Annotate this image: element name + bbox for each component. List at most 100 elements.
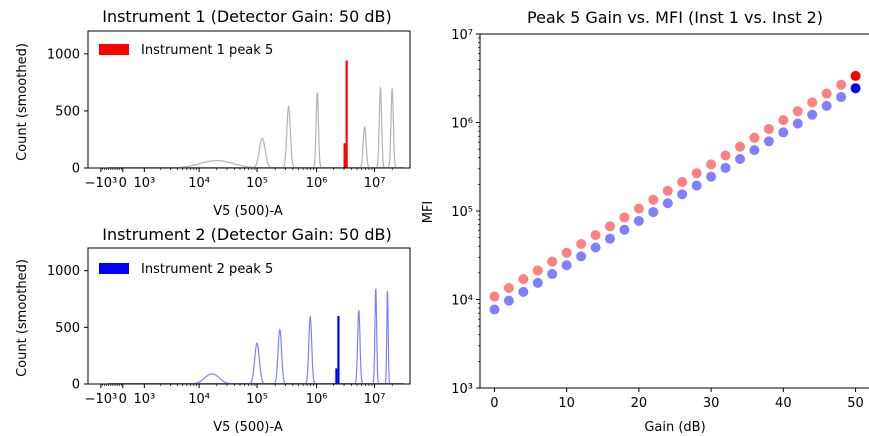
red-point: [547, 256, 558, 267]
blue-point: [836, 92, 847, 103]
legend: Instrument 1 peak 5: [99, 43, 273, 58]
red-point: [605, 221, 615, 232]
background-peak: [249, 342, 265, 385]
red-point: [532, 265, 543, 276]
red-point: [720, 150, 731, 161]
histogram-marks: [108, 288, 404, 385]
red-point: [836, 79, 847, 90]
y-tick-label: 10⁷: [451, 28, 473, 43]
blue-point: [518, 286, 529, 297]
y-tick-label: 0: [72, 162, 80, 177]
y-tick-label: 1000: [47, 264, 80, 279]
background-peak: [376, 86, 385, 168]
highlight-peak-shoulder: [335, 368, 338, 384]
background-peak: [282, 104, 295, 168]
blue-point: [792, 118, 803, 129]
red-point: [821, 88, 832, 99]
red-point: [807, 97, 818, 108]
red-point: [561, 247, 572, 258]
x-tick-label: 10⁶: [306, 392, 328, 407]
red-point: [749, 132, 760, 143]
blue-point: [662, 198, 673, 209]
background-peak: [305, 315, 316, 384]
blue-point: [749, 145, 760, 156]
red-point: [691, 168, 702, 179]
highlight-peak-bar: [345, 60, 348, 168]
x-tick-label: 10: [558, 396, 575, 411]
blue-point: [720, 162, 731, 173]
x-tick-label: 10⁶: [306, 176, 328, 191]
blue-point: [503, 295, 514, 306]
y-tick-label: 10⁵: [451, 205, 473, 220]
background-peak: [190, 373, 234, 385]
x-ticks: −10³ 0 10³ 10⁴ 10⁵ 10⁶ 10⁷: [85, 168, 393, 191]
x-ticks: 0 10 20 30 40 50: [490, 388, 864, 411]
chart-title: Instrument 1 (Detector Gain: 50 dB): [102, 7, 392, 26]
red-point: [706, 159, 717, 170]
blue-point: [590, 242, 601, 253]
y-axis-label: MFI: [421, 201, 436, 224]
y-tick-label: 0: [72, 378, 80, 393]
histogram-marks: [108, 60, 404, 169]
x-tick-label: 0: [119, 392, 127, 407]
histogram-instrument-2: Instrument 2 (Detector Gain: 50 dB) Coun…: [15, 225, 411, 435]
background-peak: [274, 328, 286, 384]
y-tick-label: 500: [55, 104, 80, 119]
y-ticks: 10³ 10⁴ 10⁵ 10⁶ 10⁷: [451, 28, 480, 397]
background-peak: [372, 288, 379, 384]
x-tick-label: −10³: [85, 176, 118, 191]
background-peak: [384, 290, 391, 384]
blue-point: [778, 127, 789, 138]
x-tick-label: 10⁴: [188, 392, 210, 407]
x-tick-label: 0: [490, 396, 498, 411]
background-peak: [354, 310, 363, 384]
blue-point: [619, 224, 630, 235]
red-point: [576, 238, 587, 249]
blue-point: [547, 269, 558, 280]
red-point: [763, 123, 774, 134]
blue-point: [576, 251, 587, 262]
x-tick-label: 30: [703, 396, 720, 411]
legend-label: Instrument 1 peak 5: [141, 43, 273, 58]
blue-point: [735, 153, 745, 164]
red-point: [619, 212, 630, 223]
blue-point: [605, 233, 615, 244]
x-tick-label: 10⁴: [188, 176, 210, 191]
legend-label: Instrument 2 peak 5: [141, 262, 273, 277]
highlight-peak-bar: [337, 316, 340, 384]
x-tick-label: 50: [847, 396, 864, 411]
x-axis-label: Gain (dB): [644, 420, 705, 435]
y-axis-label: Count (smoothed): [15, 43, 30, 161]
x-tick-label: 10⁵: [246, 176, 268, 191]
chart-title: Instrument 2 (Detector Gain: 50 dB): [102, 225, 392, 244]
legend: Instrument 2 peak 5: [99, 262, 273, 277]
histogram-instrument-1: Instrument 1 (Detector Gain: 50 dB) Coun…: [15, 7, 411, 219]
plot-frame: [87, 30, 411, 169]
blue-point: [532, 277, 543, 288]
background-peak: [253, 137, 272, 169]
y-tick-label: 1000: [47, 47, 80, 62]
blue-point: [489, 304, 500, 315]
red-point: [518, 274, 529, 285]
highlight-peak-shoulder: [343, 143, 346, 168]
y-ticks: 0 500 1000: [47, 264, 88, 393]
x-axis-label: V5 (500)-A: [213, 204, 283, 219]
background-peak: [167, 160, 266, 169]
red-point: [633, 203, 644, 214]
plot-frame: [479, 33, 869, 389]
x-tick-label: 20: [631, 396, 648, 411]
x-tick-label: 10³: [133, 392, 155, 407]
blue-point: [821, 100, 832, 111]
red-point: [850, 70, 861, 81]
x-ticks: −10³ 0 10³ 10⁴ 10⁵ 10⁶ 10⁷: [85, 384, 393, 407]
y-tick-label: 500: [55, 321, 80, 336]
x-tick-label: 40: [775, 396, 792, 411]
x-tick-label: 0: [119, 176, 127, 191]
blue-point: [648, 207, 659, 218]
y-tick-label: 10⁴: [451, 294, 473, 309]
x-tick-label: 10⁷: [364, 392, 386, 407]
blue-point: [807, 109, 818, 120]
red-point: [735, 141, 745, 152]
red-point: [489, 291, 500, 302]
